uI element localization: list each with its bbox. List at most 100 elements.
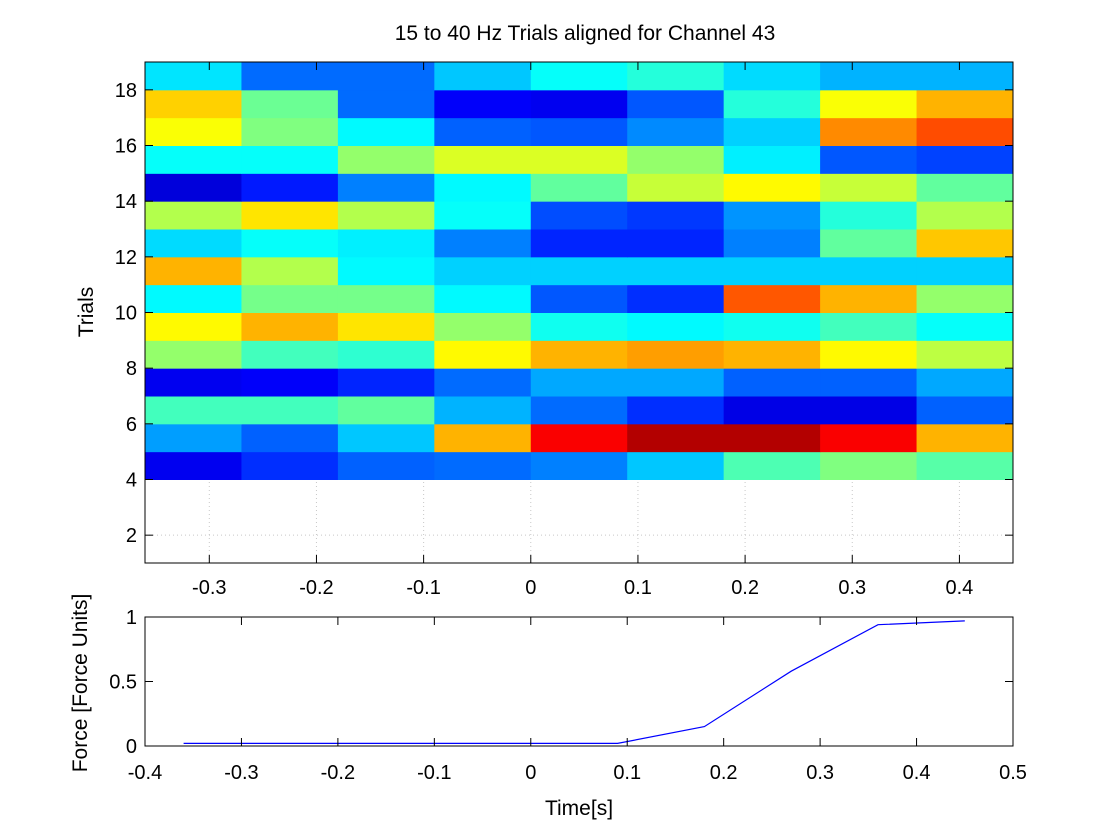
heatmap-cell-r10-c3 xyxy=(434,173,532,202)
force-x-tick-label-4: 0 xyxy=(525,762,536,784)
heatmap-cell-r0-c0 xyxy=(145,451,242,480)
heatmap-cell-r7-c2 xyxy=(337,256,435,286)
force-x-axis-label: Time[s] xyxy=(545,797,613,820)
heatmap-cell-r11-c5 xyxy=(627,145,725,174)
heatmap-cell-r13-c0 xyxy=(145,89,242,119)
heatmap-cell-r11-c8 xyxy=(916,145,1014,174)
heatmap-cell-r0-c5 xyxy=(627,451,725,480)
heatmap-x-tick-label-4: 0.1 xyxy=(624,577,652,599)
heatmap-cell-r8-c1 xyxy=(241,229,339,258)
heatmap-cell-r3-c1 xyxy=(241,368,339,397)
heatmap-cell-r1-c1 xyxy=(241,423,339,453)
heatmap-cell-r4-c4 xyxy=(530,340,628,369)
heatmap-cell-r14-c1 xyxy=(241,62,339,91)
heatmap-cell-r0-c7 xyxy=(820,451,918,480)
heatmap-cell-r6-c7 xyxy=(820,284,918,313)
force-x-tick-label-6: 0.2 xyxy=(710,762,738,784)
force-y-tick-label-1: 0.5 xyxy=(109,672,137,694)
heatmap-cell-r7-c8 xyxy=(916,256,1014,286)
heatmap-cell-r14-c2 xyxy=(337,62,435,91)
force-line-group xyxy=(183,620,965,745)
heatmap-cell-r7-c4 xyxy=(530,256,628,286)
heatmap-cell-r12-c5 xyxy=(627,117,725,146)
heatmap-cell-r13-c6 xyxy=(723,89,821,119)
heatmap-cell-r0-c6 xyxy=(723,451,821,480)
heatmap-cell-r6-c1 xyxy=(241,284,339,313)
heatmap-cell-r13-c1 xyxy=(241,89,339,119)
force-series-line xyxy=(183,620,965,745)
heatmap-cell-r9-c3 xyxy=(434,201,532,230)
heatmap-cell-r14-c0 xyxy=(145,62,242,91)
heatmap-cell-r14-c3 xyxy=(434,62,532,91)
heatmap-cell-r3-c6 xyxy=(723,368,821,397)
heatmap-cell-r14-c6 xyxy=(723,62,821,91)
heatmap-cell-r5-c5 xyxy=(627,312,725,341)
force-panel: -0.4 -0.3 -0.2 -0.1 0 0.1 0.2 0.3 0.4 0.5 0 0.5 1 Ti… xyxy=(69,594,1027,820)
heatmap-cell-r11-c6 xyxy=(723,145,821,174)
heatmap-cell-r10-c4 xyxy=(530,173,628,202)
heatmap-cell-r10-c5 xyxy=(627,173,725,202)
heatmap-cell-r8-c4 xyxy=(530,229,628,258)
heatmap-cell-r6-c8 xyxy=(916,284,1014,313)
heatmap-cell-r14-c8 xyxy=(916,62,1014,91)
heatmap-cell-r9-c7 xyxy=(820,201,918,230)
heatmap-cell-r3-c5 xyxy=(627,368,725,397)
heatmap-cell-r5-c1 xyxy=(241,312,339,341)
force-y-tick-label-0: 0 xyxy=(126,736,137,758)
heatmap-cell-r2-c3 xyxy=(434,396,532,425)
heatmap-cell-r2-c4 xyxy=(530,396,628,425)
force-x-tick-label-1: -0.3 xyxy=(224,762,258,784)
heatmap-cell-r14-c4 xyxy=(530,62,628,91)
heatmap-y-tick-label-5: 12 xyxy=(115,247,137,269)
heatmap-cell-r13-c4 xyxy=(530,89,628,119)
heatmap-cell-r12-c8 xyxy=(916,117,1014,146)
heatmap-x-tick-label-7: 0.4 xyxy=(946,577,974,599)
force-x-tick-label-3: -0.1 xyxy=(417,762,451,784)
heatmap-cell-r11-c0 xyxy=(145,145,242,174)
heatmap-x-tick-label-0: -0.3 xyxy=(192,577,226,599)
heatmap-cell-r12-c7 xyxy=(820,117,918,146)
heatmap-cell-r6-c0 xyxy=(145,284,242,313)
heatmap-x-tick-label-1: -0.2 xyxy=(299,577,333,599)
heatmap-cell-r6-c3 xyxy=(434,284,532,313)
heatmap-y-axis-label: Trials xyxy=(75,287,98,338)
heatmap-cell-r9-c6 xyxy=(723,201,821,230)
heatmap-cell-r6-c5 xyxy=(627,284,725,313)
heatmap-cell-r0-c3 xyxy=(434,451,532,480)
heatmap-cell-r13-c2 xyxy=(337,89,435,119)
heatmap-cell-r9-c4 xyxy=(530,201,628,230)
heatmap-cell-r3-c7 xyxy=(820,368,918,397)
heatmap-cell-r11-c1 xyxy=(241,145,339,174)
heatmap-cell-r4-c5 xyxy=(627,340,725,369)
heatmap-cell-r8-c7 xyxy=(820,229,918,258)
heatmap-cell-r11-c3 xyxy=(434,145,532,174)
heatmap-cell-r3-c0 xyxy=(145,368,242,397)
heatmap-cell-r4-c3 xyxy=(434,340,532,369)
heatmap-cell-r8-c2 xyxy=(337,229,435,258)
heatmap-cell-r3-c2 xyxy=(337,368,435,397)
heatmap-cell-r10-c7 xyxy=(820,173,918,202)
heatmap-cell-r0-c4 xyxy=(530,451,628,480)
heatmap-cell-r9-c1 xyxy=(241,201,339,230)
heatmap-cell-r1-c8 xyxy=(916,423,1014,453)
heatmap-cell-r2-c8 xyxy=(916,396,1014,425)
heatmap-cell-r9-c8 xyxy=(916,201,1014,230)
heatmap-x-tick-label-2: -0.1 xyxy=(406,577,440,599)
heatmap-cell-r13-c5 xyxy=(627,89,725,119)
heatmap-cells xyxy=(145,62,1014,480)
heatmap-y-tick-label-6: 14 xyxy=(115,191,137,213)
heatmap-panel: 15 to 40 Hz Trials aligned for Channel 4… xyxy=(75,22,1014,599)
heatmap-cell-r10-c8 xyxy=(916,173,1014,202)
heatmap-y-tick-label-2: 6 xyxy=(126,414,137,436)
force-x-tick-label-5: 0.1 xyxy=(613,762,641,784)
heatmap-ticks: -0.3 -0.2 -0.1 0 0.1 0.2 0.3 0.4 2 4 6 8 10 12 14 16 18 xyxy=(115,62,1013,599)
heatmap-cell-r10-c2 xyxy=(337,173,435,202)
heatmap-cell-r1-c0 xyxy=(145,423,242,453)
heatmap-cell-r8-c6 xyxy=(723,229,821,258)
heatmap-cell-r5-c7 xyxy=(820,312,918,341)
heatmap-cell-r12-c0 xyxy=(145,117,242,146)
heatmap-cell-r10-c0 xyxy=(145,173,242,202)
heatmap-x-tick-label-3: 0 xyxy=(525,577,536,599)
heatmap-cell-r12-c3 xyxy=(434,117,532,146)
heatmap-cell-r2-c1 xyxy=(241,396,339,425)
